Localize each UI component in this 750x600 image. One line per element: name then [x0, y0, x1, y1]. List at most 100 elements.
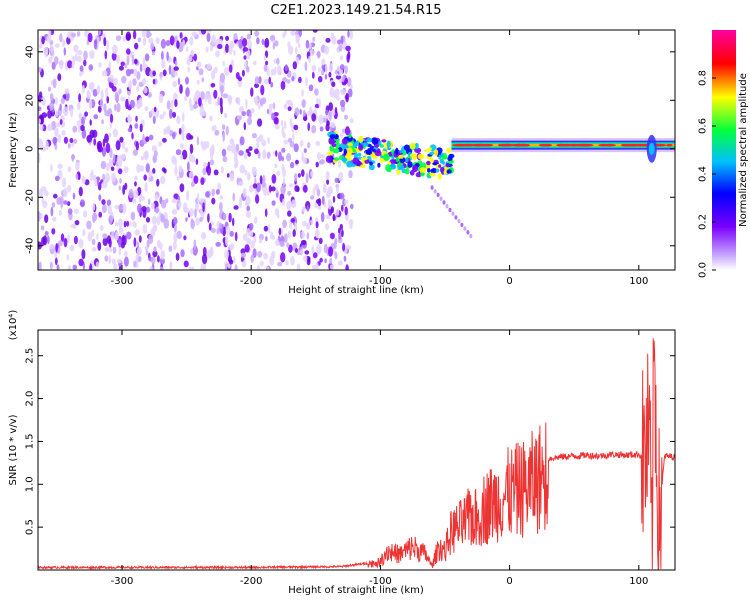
noise-blob: [195, 217, 200, 225]
noise-blob: [233, 50, 236, 56]
noise-blob: [308, 56, 311, 63]
noise-blob: [142, 28, 147, 38]
noise-blob: [336, 186, 339, 194]
noise-blob: [333, 196, 335, 203]
noise-blob: [211, 189, 215, 197]
noise-blob: [134, 43, 138, 50]
noise-blob: [124, 183, 127, 190]
noise-blob: [211, 198, 215, 205]
noise-blob: [45, 231, 49, 236]
noise-blob: [100, 225, 104, 231]
noise-blob: [153, 246, 157, 252]
noise-blob: [132, 78, 136, 86]
noise-blob: [273, 43, 275, 50]
noise-blob: [134, 123, 138, 129]
noise-blob: [228, 213, 231, 223]
noise-blob: [174, 99, 177, 107]
noise-blob: [281, 148, 285, 153]
noise-blob: [242, 260, 246, 267]
noise-blob: [254, 97, 259, 104]
noise-blob: [43, 235, 47, 245]
noise-blob: [303, 185, 308, 193]
noise-blob: [279, 241, 285, 247]
noise-blob: [40, 213, 43, 219]
noise-blob: [174, 166, 177, 176]
noise-blob: [50, 93, 54, 101]
band-peak: [474, 144, 489, 147]
noise-blob: [271, 186, 276, 191]
signal-blob: [358, 153, 362, 157]
noise-blob: [77, 101, 81, 110]
noise-blob: [126, 221, 129, 227]
noise-blob: [48, 87, 51, 92]
noise-blob: [336, 209, 340, 216]
noise-blob: [59, 33, 62, 42]
noise-blob: [147, 240, 150, 248]
noise-blob: [75, 162, 80, 172]
noise-blob: [291, 218, 295, 223]
noise-blob: [68, 208, 73, 214]
noise-blob: [305, 77, 308, 87]
noise-blob: [67, 254, 70, 261]
noise-blob: [90, 119, 92, 125]
noise-blob: [207, 33, 211, 42]
noise-blob: [160, 250, 165, 260]
noise-blob: [288, 46, 293, 55]
signal-blob: [373, 149, 376, 153]
noise-blob: [72, 126, 77, 133]
noise-blob: [209, 115, 213, 121]
noise-blob: [215, 242, 221, 247]
noise-blob: [294, 143, 299, 152]
noise-blob: [347, 30, 350, 38]
signal-blob: [326, 156, 332, 163]
noise-blob: [110, 77, 114, 83]
noise-blob: [247, 34, 251, 40]
noise-blob: [324, 258, 326, 263]
noise-blob: [190, 50, 194, 57]
noise-blob: [115, 92, 119, 102]
noise-blob: [51, 228, 55, 234]
noise-blob: [318, 67, 321, 72]
noise-blob: [349, 221, 352, 229]
signal-blob: [399, 150, 403, 154]
noise-blob: [176, 149, 181, 155]
noise-blob: [318, 98, 321, 108]
noise-blob: [295, 160, 299, 165]
noise-blob: [253, 183, 257, 188]
noise-blob: [232, 218, 234, 226]
noise-blob: [303, 255, 307, 262]
signal-blob: [438, 173, 442, 180]
signal-blob: [378, 141, 381, 146]
noise-blob: [316, 221, 319, 228]
noise-blob: [190, 144, 194, 154]
noise-blob: [189, 153, 192, 162]
noise-blob: [101, 161, 107, 170]
noise-blob: [318, 76, 323, 82]
tail-blob: [443, 200, 446, 204]
noise-blob: [284, 121, 287, 129]
noise-blob: [307, 205, 310, 212]
noise-blob: [124, 221, 127, 227]
noise-blob: [238, 150, 244, 156]
signal-blob: [407, 161, 412, 168]
noise-blob: [157, 216, 161, 225]
signal-blob: [366, 151, 372, 155]
noise-blob: [41, 36, 45, 44]
tail-blob: [431, 185, 434, 189]
noise-blob: [104, 133, 109, 143]
noise-blob: [269, 256, 274, 266]
noise-blob: [189, 36, 193, 46]
noise-blob: [311, 245, 314, 254]
noise-blob: [235, 232, 238, 241]
noise-blob: [328, 102, 333, 111]
noise-blob: [239, 115, 242, 120]
noise-blob: [137, 85, 140, 92]
noise-blob: [59, 210, 62, 216]
noise-blob: [324, 244, 328, 253]
noise-blob: [179, 84, 183, 94]
signal-blob: [328, 138, 334, 145]
noise-blob: [83, 60, 86, 67]
signal-blob: [440, 159, 444, 164]
noise-blob: [74, 209, 79, 214]
noise-blob: [245, 244, 250, 252]
